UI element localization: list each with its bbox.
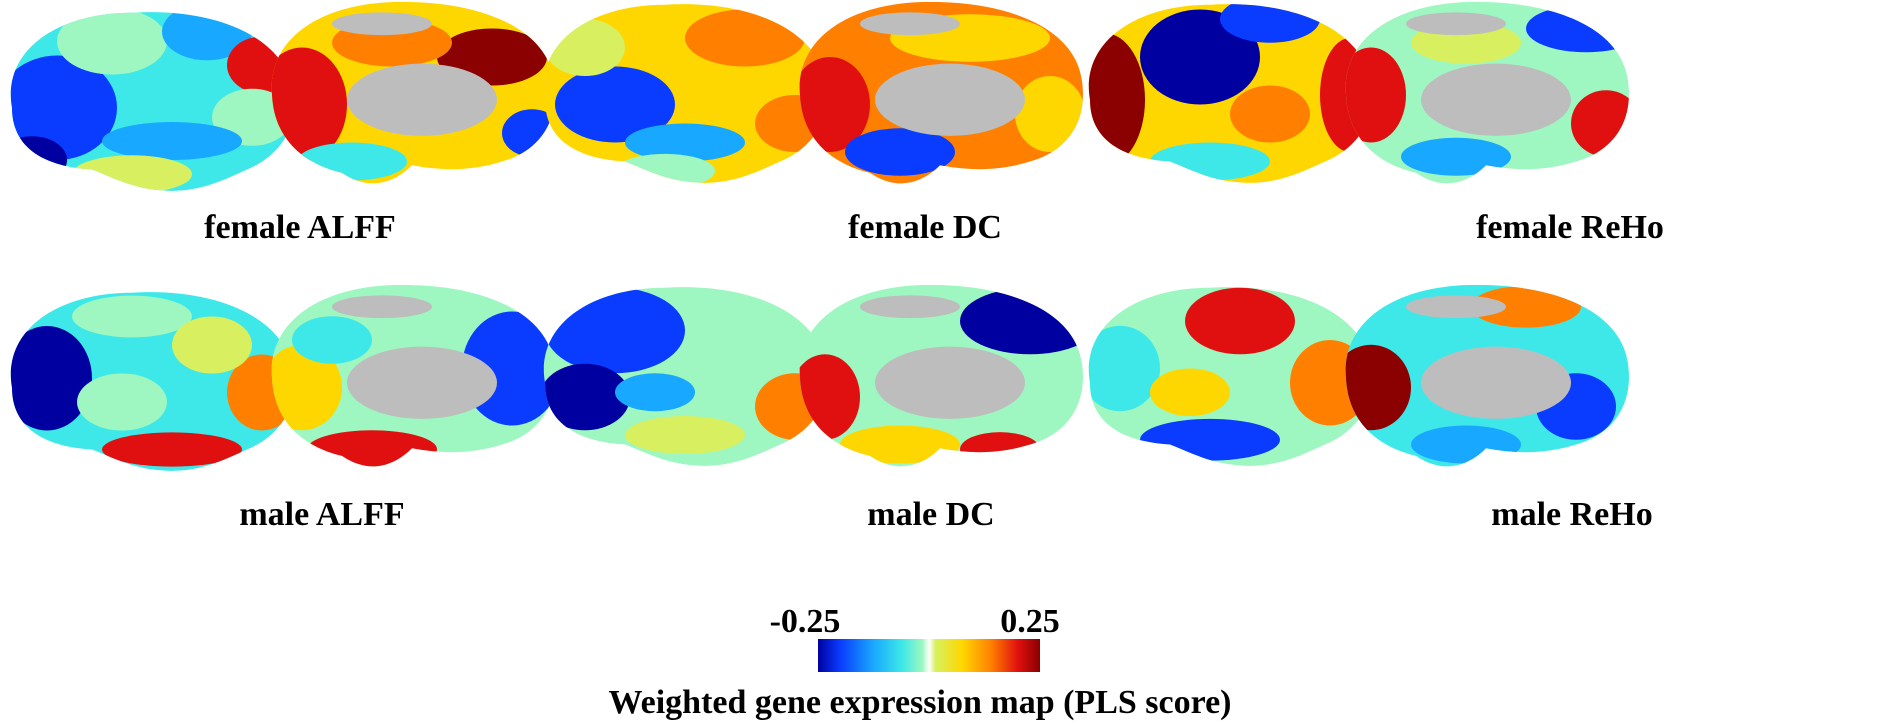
colorbar-title: Weighted gene expression map (PLS score) [609,684,1232,721]
colorbar-gradient [818,639,1040,672]
brain-female-reho-medial [1345,1,1629,184]
colorbar-min-label: -0.25 [770,603,841,640]
brain-female-dc-medial [799,1,1083,184]
brain-male-dc-medial [799,284,1083,467]
panel-label-male-reho: male ReHo [1491,496,1652,533]
colorbar-max-label: 0.25 [1000,603,1060,640]
panel-label-female-reho: female ReHo [1476,209,1664,246]
brain-male-reho-medial [1345,284,1629,467]
brain-female-alff-medial [271,1,555,184]
panel-label-female-dc: female DC [848,209,1002,246]
panel-label-female-alff: female ALFF [204,209,396,246]
panel-label-male-dc: male DC [867,496,994,533]
panel-label-male-alff: male ALFF [239,496,404,533]
colorbar: -0.25 0.25 Weighted gene expression map … [609,603,1232,721]
brain-male-alff-medial [271,284,555,467]
